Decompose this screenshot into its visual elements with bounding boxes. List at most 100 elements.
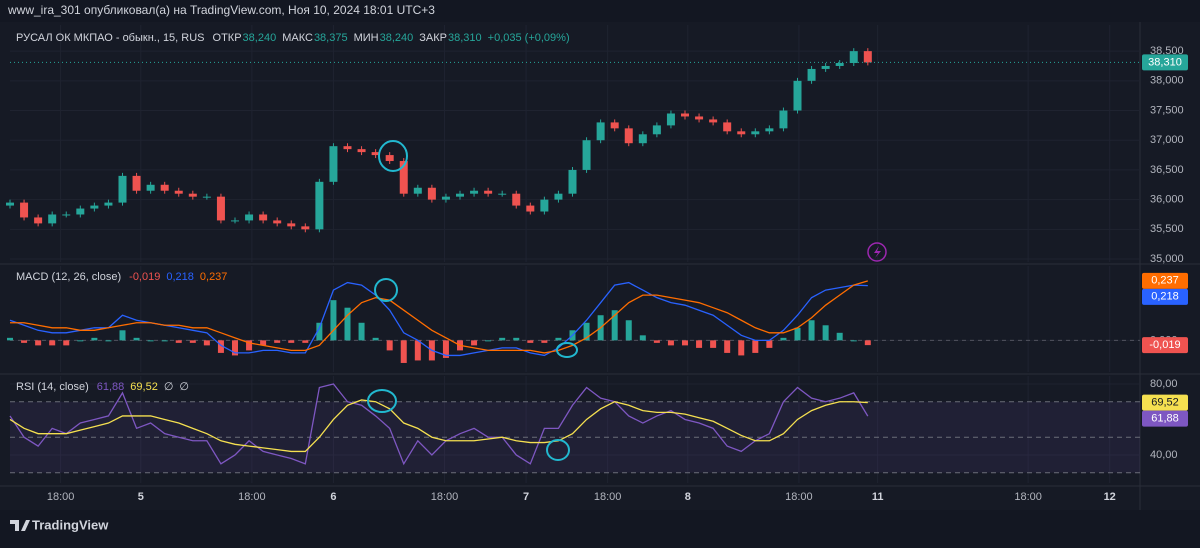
histogram-bar — [217, 340, 224, 353]
candle-body — [160, 184, 169, 191]
legend-value: 38,375 — [314, 32, 348, 44]
annotation-circle — [378, 140, 408, 172]
alert-icon-ring[interactable] — [867, 242, 887, 262]
y-tick-label: 35,000 — [1150, 253, 1184, 265]
candle-body — [371, 152, 380, 156]
candle-body — [540, 199, 549, 212]
candle-body — [188, 193, 197, 197]
histogram-bar — [471, 340, 478, 346]
x-tick-label: 11 — [872, 491, 884, 503]
axis-value-box — [1142, 288, 1188, 305]
annotation-circle — [367, 389, 397, 413]
x-tick-label: 12 — [1104, 491, 1116, 503]
candle-body — [343, 146, 352, 150]
histogram-bar — [414, 340, 421, 361]
y-tick-label: 37,000 — [1150, 134, 1184, 146]
candle-body — [231, 220, 239, 222]
histogram-bar — [696, 340, 703, 348]
annotation-circle — [374, 278, 398, 302]
candle-body — [681, 113, 689, 117]
candle-body — [765, 128, 774, 132]
candle-body — [624, 128, 633, 144]
histogram-bar — [442, 340, 449, 358]
candle-body — [596, 122, 605, 141]
candle-body — [34, 217, 43, 224]
histogram-bar — [639, 335, 646, 341]
legend-title: RSI (14, close) — [16, 381, 89, 393]
x-tick-label: 18:00 — [431, 491, 459, 503]
axis-value-box — [1142, 410, 1188, 427]
histogram-bar — [21, 340, 28, 343]
candle-body — [202, 196, 211, 198]
histogram-bar — [682, 340, 688, 346]
axis-value-box — [1142, 337, 1188, 354]
histogram-bar — [513, 337, 520, 341]
legend-value: 38,310 — [448, 32, 482, 44]
axis-value-box — [1142, 272, 1188, 289]
axis-value-label: 61,88 — [1151, 412, 1179, 424]
histogram-bar — [7, 337, 13, 341]
histogram-bar — [246, 340, 253, 351]
candle-body — [821, 65, 830, 69]
candle-body — [652, 125, 661, 135]
candle-body — [779, 110, 788, 129]
candle-body — [245, 214, 254, 221]
histogram-bar — [780, 337, 787, 341]
histogram-bar — [724, 340, 731, 353]
candle-body — [427, 187, 436, 200]
legend-change: +0,035 (+0,09%) — [488, 32, 570, 44]
candle-body — [807, 68, 816, 81]
logo[interactable]: TradingView — [10, 517, 109, 532]
annotation-circle — [556, 342, 578, 358]
alert-icon[interactable] — [867, 242, 887, 262]
candle-body — [301, 226, 310, 230]
legend-key: МИН — [354, 32, 379, 44]
legend-value: -0,019 — [129, 271, 160, 283]
legend-value: 0,218 — [166, 271, 194, 283]
histogram-bar — [667, 340, 674, 346]
x-tick-label: 18:00 — [238, 491, 266, 503]
x-tick-label: 18:00 — [1014, 491, 1042, 503]
histogram-bar — [35, 340, 42, 346]
candle-body — [793, 80, 802, 111]
candle-body — [695, 116, 704, 120]
candle-body — [315, 181, 324, 230]
axis-value-label: -0,019 — [1149, 339, 1180, 351]
candle-body — [526, 205, 535, 212]
histogram-bar — [738, 340, 745, 356]
histogram-bar — [766, 340, 773, 348]
logo-mark[interactable] — [10, 520, 30, 531]
histogram-bar — [372, 337, 379, 341]
histogram-bar — [850, 340, 857, 342]
x-tick-label: 18:00 — [594, 491, 622, 503]
legend-title: MACD (12, 26, close) — [16, 271, 121, 283]
candle-body — [863, 51, 872, 63]
histogram-bar — [119, 330, 126, 341]
candle-body — [146, 184, 155, 191]
legend-extra: ∅ — [164, 381, 174, 393]
y-tick-label: 35,500 — [1150, 223, 1184, 235]
header: www_ira_301 опубликовал(а) на TradingVie… — [7, 3, 435, 17]
candle-body — [849, 51, 858, 64]
histogram-bar — [555, 337, 562, 341]
logo-text[interactable]: TradingView — [32, 517, 109, 532]
histogram-bar — [161, 340, 168, 342]
candle-body — [76, 208, 85, 215]
candle-body — [104, 202, 113, 206]
y-tick-label: 38,500 — [1150, 45, 1184, 57]
histogram-bar — [808, 320, 815, 341]
axis-value-label: 0,237 — [1151, 275, 1179, 287]
y-tick-label: 38,000 — [1150, 75, 1184, 87]
candle-body — [385, 155, 394, 162]
histogram-bar — [485, 340, 492, 342]
histogram-bar — [330, 300, 337, 341]
candle-body — [498, 193, 507, 195]
rsi-band — [10, 401, 1140, 473]
alert-icon-bolt[interactable] — [874, 246, 881, 258]
y-tick-label: 37,500 — [1150, 104, 1184, 116]
histogram-bar — [864, 340, 871, 346]
axis-value-label: 69,52 — [1151, 396, 1179, 408]
indicator-line — [9, 383, 869, 466]
indicator-line — [10, 280, 869, 354]
candle-body — [20, 202, 29, 218]
